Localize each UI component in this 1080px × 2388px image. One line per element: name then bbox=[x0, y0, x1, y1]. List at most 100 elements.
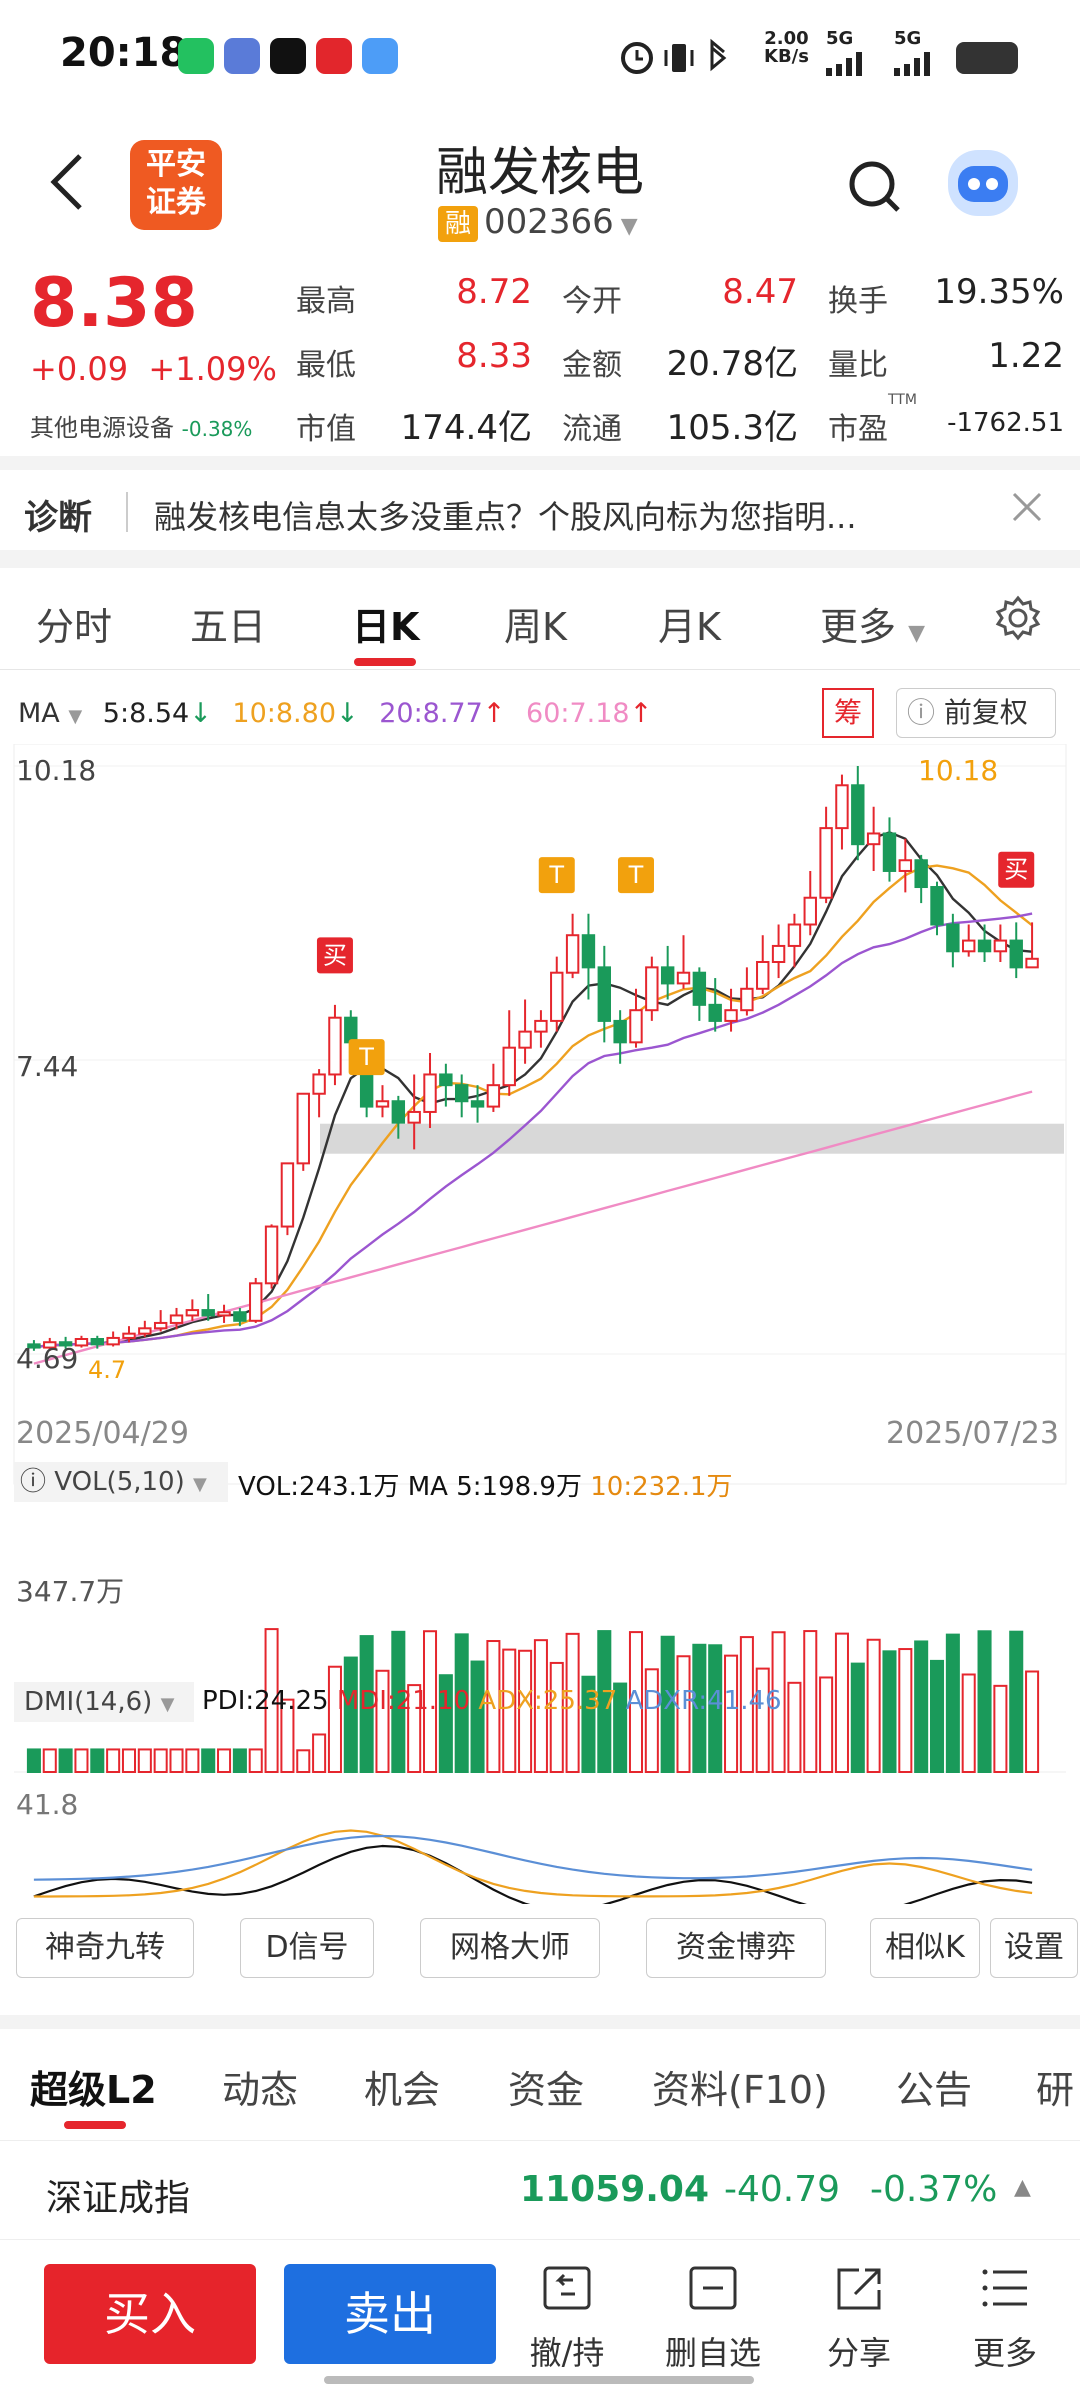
y-tick-max: 10.18 bbox=[16, 754, 97, 787]
battery-icon bbox=[956, 42, 1018, 74]
tab-intraday[interactable]: 分时 bbox=[36, 605, 113, 649]
tab-super-l2[interactable]: 超级L2 bbox=[30, 2068, 157, 2112]
tab-news[interactable]: 动态 bbox=[222, 2068, 299, 2112]
volume-bar bbox=[803, 1630, 818, 1773]
signal-1: 5G bbox=[826, 28, 854, 49]
tool-similar-k[interactable]: 相似K bbox=[870, 1918, 980, 1978]
float-value: 105.3亿 bbox=[666, 408, 798, 448]
tab-announcement[interactable]: 公告 bbox=[896, 2068, 973, 2112]
candle-body bbox=[1009, 939, 1023, 969]
vol-tick: 347.7万 bbox=[16, 1575, 125, 1608]
alarm-vibrate-bluetooth-icons bbox=[621, 38, 727, 74]
volume-bar bbox=[834, 1632, 849, 1773]
dmi-legend: PDI:24.25 MDI:21.10 ADX:25.37 ADXR:41.46 bbox=[202, 1686, 782, 1716]
ma-label[interactable]: MA bbox=[18, 698, 60, 729]
tool-d-signal[interactable]: D信号 bbox=[240, 1918, 374, 1978]
close-icon[interactable] bbox=[1010, 490, 1044, 524]
cancel-hold-button[interactable]: 撤/持 bbox=[512, 2264, 622, 2374]
candlestick-chart[interactable]: 买 T T T 买 bbox=[0, 744, 1080, 1904]
divider bbox=[0, 550, 1080, 568]
tool-settings[interactable]: 设置 bbox=[990, 1918, 1078, 1978]
volume-bar bbox=[914, 1640, 929, 1773]
cancel-hold-label: 撤/持 bbox=[529, 2334, 605, 2372]
adjust-dropdown[interactable]: ⓘ 前复权 bbox=[896, 688, 1056, 738]
candle-body bbox=[914, 859, 928, 889]
tab-weekly-k[interactable]: 周K bbox=[504, 605, 567, 649]
adx-line bbox=[33, 1829, 1033, 1898]
buy-marker-text: 买 bbox=[1004, 856, 1028, 884]
candle-body bbox=[312, 1073, 326, 1095]
clock: 20:18 bbox=[60, 30, 188, 76]
candle-body bbox=[851, 784, 865, 846]
volume-bar bbox=[296, 1749, 311, 1774]
signal-2: 5G bbox=[894, 28, 922, 49]
volume-bar bbox=[692, 1643, 707, 1774]
ai-assistant-icon[interactable] bbox=[948, 150, 1018, 216]
candle-body bbox=[724, 1009, 738, 1022]
t-marker bbox=[538, 857, 575, 894]
volume-bar bbox=[502, 1648, 517, 1773]
tab-monthly-k[interactable]: 月K bbox=[658, 605, 721, 649]
pdi-line bbox=[33, 1844, 1033, 1904]
divider bbox=[126, 492, 128, 532]
dmi-indicator-dropdown[interactable]: DMI(14,6) ▼ bbox=[14, 1682, 194, 1722]
search-icon[interactable] bbox=[846, 158, 902, 214]
candle-body bbox=[249, 1282, 263, 1322]
tab-five-day[interactable]: 五日 bbox=[190, 605, 267, 649]
support-band bbox=[320, 1123, 1064, 1154]
settings-gear-icon[interactable] bbox=[994, 594, 1042, 642]
industry[interactable]: 其他电源设备 -0.38% bbox=[30, 414, 253, 442]
stock-code-dropdown[interactable]: 融 002366 ▼ bbox=[438, 202, 638, 242]
tab-opportunity[interactable]: 机会 bbox=[364, 2068, 441, 2112]
chart-area[interactable]: MA ▼ 5:8.54↓ 10:8.80↓ 20:8.77↑ 60:7.18↑ … bbox=[0, 672, 1080, 1904]
back-arrow-icon[interactable] bbox=[48, 152, 88, 212]
more-button[interactable]: 更多 bbox=[950, 2264, 1060, 2374]
remove-watchlist-button[interactable]: 删自选 bbox=[658, 2264, 768, 2374]
candle-body bbox=[502, 1046, 516, 1087]
home-indicator bbox=[324, 2376, 754, 2384]
tool-nine-turns[interactable]: 神奇九转 bbox=[16, 1918, 194, 1978]
sell-button[interactable]: 卖出 bbox=[284, 2264, 496, 2364]
volume-bar bbox=[866, 1638, 881, 1773]
volume-bar bbox=[613, 1682, 628, 1774]
index-ticker[interactable]: 深证成指 11059.04 -40.79 -0.37% ▲ bbox=[0, 2140, 1080, 2240]
candle-body bbox=[708, 1003, 722, 1022]
candle-body bbox=[597, 966, 612, 1022]
tool-grid-master[interactable]: 网格大师 bbox=[420, 1918, 600, 1978]
ma20-value: 20:8.77 bbox=[379, 698, 483, 729]
volume-bar bbox=[819, 1676, 834, 1774]
volume-bar bbox=[391, 1630, 406, 1773]
chip-distribution-button[interactable]: 筹 bbox=[822, 688, 874, 738]
y-tick-min: 4.69 bbox=[16, 1342, 79, 1375]
ma20-line bbox=[33, 912, 1033, 1349]
chevron-up-icon[interactable]: ▲ bbox=[1014, 2175, 1031, 2200]
candle-body bbox=[201, 1309, 215, 1317]
candle-body bbox=[692, 971, 707, 1006]
tab-research[interactable]: 研 bbox=[1036, 2068, 1075, 2112]
tab-daily-k[interactable]: 日K bbox=[352, 605, 420, 649]
volume-bar bbox=[1009, 1630, 1024, 1773]
tab-more[interactable]: 更多 ▼ bbox=[820, 605, 926, 649]
candle-body bbox=[740, 987, 754, 1012]
amount-label: 金额 bbox=[562, 348, 622, 383]
tool-capital-game[interactable]: 资金博弈 bbox=[646, 1918, 826, 1978]
volume-bar bbox=[121, 1748, 137, 1774]
vol-indicator-dropdown[interactable]: ⓘ VOL(5,10) ▼ bbox=[14, 1462, 228, 1502]
volume-bar bbox=[232, 1748, 247, 1774]
volume-bar bbox=[993, 1684, 1008, 1773]
share-button[interactable]: 分享 bbox=[804, 2264, 914, 2374]
diagnosis-banner[interactable]: 诊断 融发核电信息太多没重点？个股风向标为您指明... bbox=[0, 470, 1080, 550]
candle-body bbox=[106, 1336, 120, 1346]
remove-watchlist-label: 删自选 bbox=[664, 2334, 761, 2372]
volume-bar bbox=[137, 1748, 152, 1774]
tab-f10[interactable]: 资料(F10) bbox=[652, 2068, 828, 2112]
status-bar: 20:18 2.00 KB/s 5G 5G bbox=[0, 0, 1080, 110]
volume-bar bbox=[359, 1635, 374, 1773]
tab-capital[interactable]: 资金 bbox=[508, 2068, 585, 2112]
vol-legend: VOL:243.1万 MA 5:198.9万 10:232.1万 bbox=[238, 1472, 733, 1502]
candle-body bbox=[550, 971, 564, 1022]
volume-bar bbox=[106, 1748, 121, 1774]
candle-body bbox=[961, 939, 976, 953]
buy-button[interactable]: 买入 bbox=[44, 2264, 256, 2364]
cloud-app-icon bbox=[362, 38, 398, 74]
